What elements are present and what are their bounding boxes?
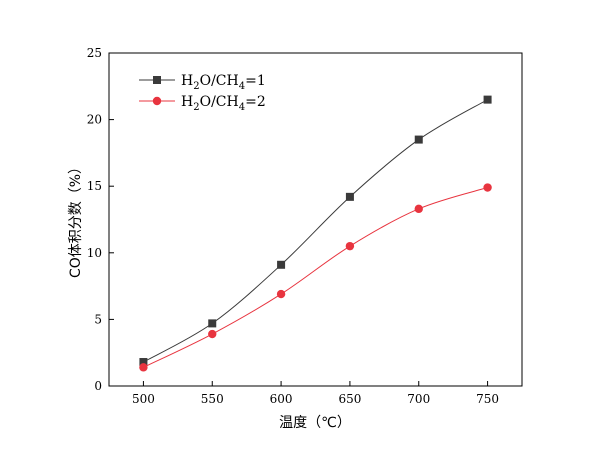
data-point [277,260,286,269]
legend-marker [153,76,161,84]
data-point [483,183,492,192]
series-layer [139,95,492,372]
data-point [139,363,148,372]
data-point [276,289,286,299]
legend-subscript: 4 [239,81,245,92]
x-axis-label: 温度（℃） [279,415,351,431]
x-tick-label: 700 [407,392,430,406]
legend-marker [152,96,162,106]
legend-entry-1: H2O/CH4=1 [139,73,266,92]
data-point [139,358,148,367]
legend-subscript: 2 [193,102,199,113]
legend-label: H2O/CH4=1 [181,73,266,92]
x-tick-label: 600 [270,392,293,406]
series-2 [139,183,492,372]
legend-text-part: H [181,73,193,89]
x-tick-label: 500 [132,392,155,406]
x-tick-label: 650 [338,392,361,406]
series-1 [139,95,492,367]
data-point [208,329,217,339]
legend-label: H2O/CH4=2 [181,94,266,113]
legend-text-part: =1 [245,73,266,89]
y-tick-label: 20 [87,113,102,127]
y-tick-label: 25 [87,46,102,60]
y-tick-label: 15 [87,179,102,193]
data-point [345,192,354,201]
legend-text-part: H [181,94,193,110]
y-tick-label: 10 [87,246,102,260]
y-tick-label: 5 [94,312,102,326]
y-axis-label: CO体积分数（%） [68,160,84,278]
x-tick-label: 550 [201,392,224,406]
legend-text-part: O/CH [200,94,239,110]
data-point [208,319,217,328]
legend-subscript: 4 [239,102,245,113]
legend-text-part: O/CH [200,73,239,89]
legend-subscript: 2 [193,81,199,92]
y-tick-label: 0 [94,379,102,393]
data-point [414,204,423,214]
data-point [345,241,355,251]
series-line [143,99,488,363]
legend-text-part: =2 [245,94,266,110]
series-line [143,187,488,368]
data-point [414,135,423,144]
data-point [483,95,492,104]
legend-entry-2: H2O/CH4=2 [139,94,266,113]
ticks-layer: 500 550 600 650 700 750 0 5 10 15 20 25 [87,46,499,406]
plot-frame [108,52,523,387]
x-tick-label: 750 [476,392,499,406]
